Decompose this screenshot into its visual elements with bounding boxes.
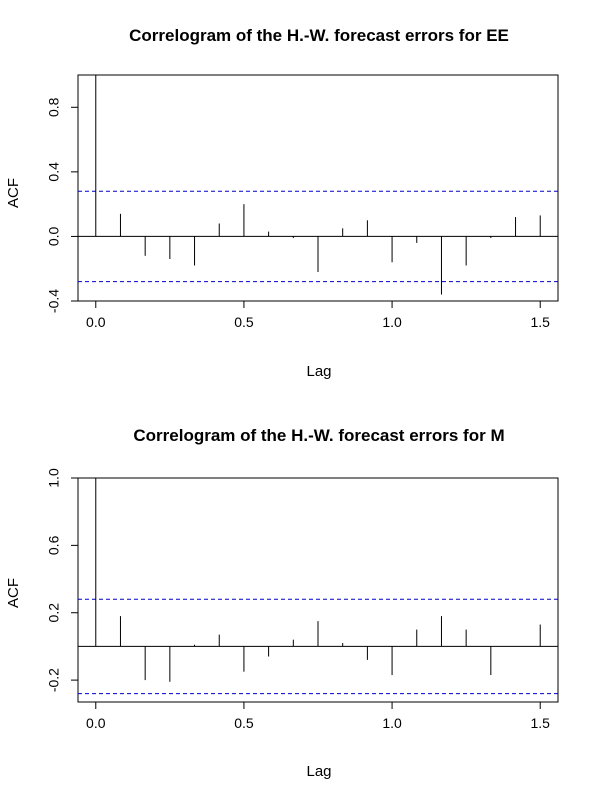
plot-area-ee: 0.0 0.5 1.0 1.5 -0.4 0.0 0.4 0.8 [46,74,559,330]
y-tick-label-m-1: 0.2 [46,603,62,623]
x-tick-label-ee-2: 1.0 [382,314,402,330]
chart-title-ee: Correlogram of the H.-W. forecast errors… [129,26,509,45]
x-tick-label-m-0: 0.0 [86,715,106,731]
x-tick-label-m-1: 0.5 [234,715,254,731]
x-tick-label-ee-3: 1.5 [530,314,550,330]
y-tick-label-ee-3: 0.8 [46,97,62,117]
y-axis-label-m: ACF [5,578,22,608]
panel-ee: Correlogram of the H.-W. forecast errors… [5,26,559,380]
plot-frame-m [77,477,559,703]
plot-area-m: 0.0 0.5 1.0 1.5 -0.2 0.2 0.6 1.0 [46,468,559,731]
x-axis-label-m: Lag [306,763,331,780]
plot-frame-ee [77,74,559,302]
y-tick-label-m-0: -0.2 [46,668,62,692]
y-tick-label-ee-1: 0.0 [46,226,62,246]
x-tick-label-m-3: 1.5 [530,715,550,731]
x-tick-label-ee-0: 0.0 [86,314,106,330]
chart-title-m: Correlogram of the H.-W. forecast errors… [133,426,504,445]
panel-m: Correlogram of the H.-W. forecast errors… [5,426,559,780]
y-tick-label-ee-2: 0.4 [46,162,62,182]
x-tick-label-ee-1: 0.5 [234,314,254,330]
y-tick-label-m-2: 0.6 [46,535,62,555]
y-tick-label-m-3: 1.0 [46,468,62,488]
y-axis-label-ee: ACF [5,178,22,208]
y-tick-label-ee-0: -0.4 [46,289,62,313]
x-tick-label-m-2: 1.0 [382,715,402,731]
x-axis-label-ee: Lag [306,363,331,380]
